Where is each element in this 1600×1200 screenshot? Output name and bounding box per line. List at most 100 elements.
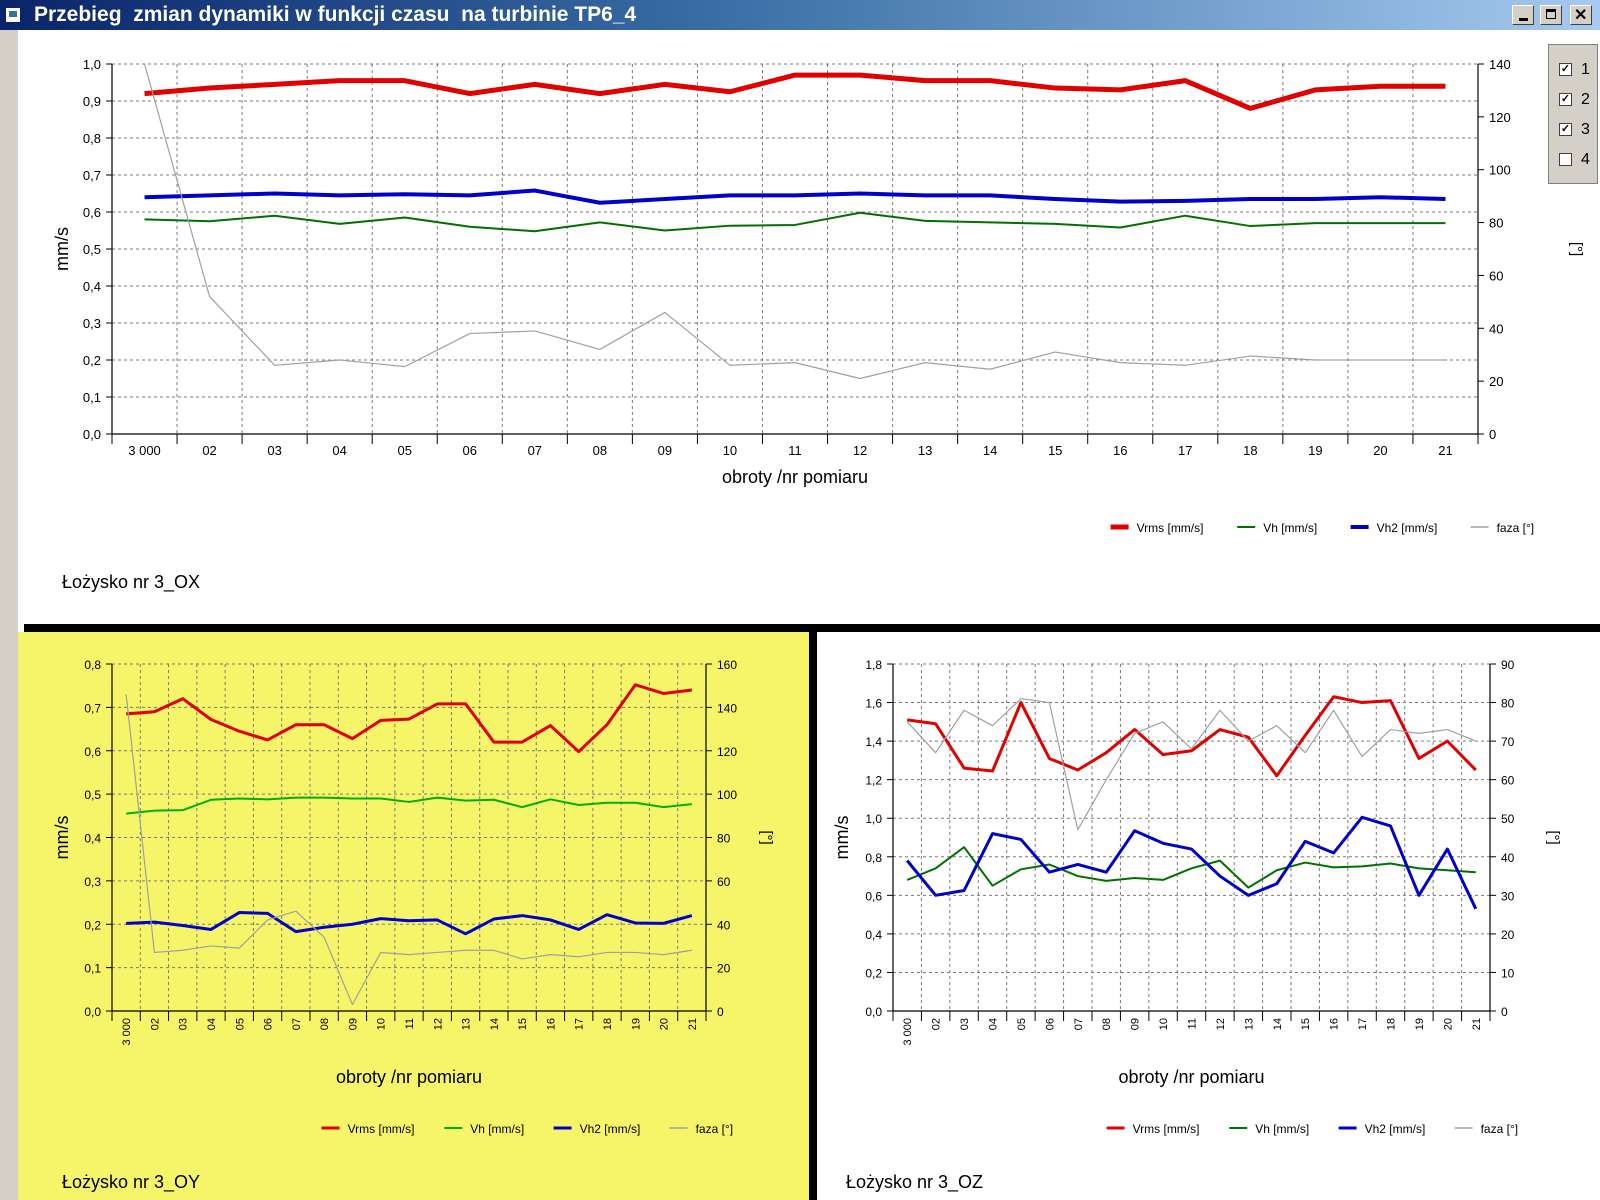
x-tick-label: 15 — [1048, 443, 1062, 458]
series-oz-3 — [906, 698, 1477, 831]
y-tick-label: 1,0 — [83, 57, 101, 72]
y-tick-label: 0,0 — [83, 427, 101, 442]
x-axis-title: obroty /nr pomiaru — [722, 467, 868, 487]
series-oy-3 — [125, 694, 692, 1006]
y-tick-label: 0,1 — [84, 962, 101, 976]
y2-tick-label: 120 — [717, 745, 737, 759]
legend-label: Vh [mm/s] — [470, 1122, 524, 1136]
series-checkbox-panel: ✓ 1 ✓ 2 ✓ 3 4 — [1548, 44, 1598, 184]
x-tick-label: 11 — [788, 443, 802, 458]
y-tick-label: 0,0 — [84, 1005, 101, 1019]
y2-tick-label: 30 — [1501, 889, 1515, 903]
y2-tick-label: 20 — [1489, 374, 1503, 389]
legend-label: Vrms [mm/s] — [1133, 1122, 1200, 1136]
series-ox-1 — [144, 211, 1446, 233]
x-tick-label: 07 — [291, 1018, 303, 1030]
x-tick-label: 17 — [1178, 443, 1192, 458]
y-tick-label: 0,6 — [865, 889, 882, 903]
restore-icon — [1546, 9, 1556, 19]
close-button[interactable]: ✕ — [1570, 5, 1592, 25]
x-tick-label: 20 — [659, 1018, 671, 1030]
y-tick-label: 0,1 — [83, 390, 101, 405]
y2-tick-label: 20 — [1501, 928, 1515, 942]
x-tick-label: 03 — [267, 443, 281, 458]
chart-oz: 0,0 0,2 0,4 0,6 0,8 1,0 1,2 1,4 1,6 1,8 0 10 20 30 40 5… — [832, 658, 1562, 1136]
x-tick-label: 20 — [1442, 1018, 1454, 1030]
x-axis-title: obroty /nr pomiaru — [1118, 1067, 1264, 1087]
x-tick-label: 16 — [1113, 443, 1127, 458]
y2-tick-label: 100 — [717, 788, 737, 802]
x-tick-label: 04 — [206, 1018, 218, 1030]
y2-tick-label: 40 — [1489, 321, 1503, 336]
series-oz-1 — [906, 846, 1476, 889]
y-tick-label: 0,4 — [83, 279, 101, 294]
x-tick-label: 13 — [918, 443, 932, 458]
series-oz-0 — [907, 695, 1477, 778]
x-tick-label: 09 — [658, 443, 672, 458]
x-tick-label: 02 — [202, 443, 216, 458]
checkbox-1-label: 1 — [1581, 61, 1590, 78]
chart-ox: 0,00,10,20,30,40,50,60,70,80,91,00204060… — [52, 57, 1585, 535]
x-tick-label: 19 — [1308, 443, 1322, 458]
y2-tick-label: 10 — [1501, 966, 1515, 980]
checkbox-3[interactable]: ✓ 3 — [1559, 121, 1599, 143]
series-ox-2 — [144, 188, 1446, 205]
y2-tick-label: 80 — [1501, 697, 1515, 711]
x-tick-label: 10 — [1158, 1018, 1170, 1030]
window-titlebar[interactable]: Przebieg zmian dynamiki w funkcji czasu … — [0, 0, 1600, 30]
series-oy-2 — [126, 911, 693, 936]
y-tick-label: 0,7 — [84, 701, 101, 715]
checkbox-4-box[interactable] — [1559, 153, 1572, 166]
checkbox-2-box[interactable]: ✓ — [1559, 93, 1572, 106]
x-tick-label: 19 — [630, 1018, 642, 1030]
y-tick-label: 0,8 — [83, 131, 101, 146]
x-tick-label: 3 000 — [902, 1018, 914, 1046]
checkbox-2-label: 2 — [1581, 91, 1590, 108]
y2-tick-label: 60 — [1501, 774, 1515, 788]
x-tick-label: 21 — [687, 1018, 699, 1030]
y-tick-label: 1,4 — [865, 735, 882, 749]
x-tick-label: 03 — [959, 1018, 971, 1030]
app-icon — [5, 7, 21, 23]
x-tick-label: 09 — [347, 1018, 359, 1030]
checkbox-2[interactable]: ✓ 2 — [1559, 91, 1599, 113]
x-tick-label: 08 — [319, 1018, 331, 1030]
horizontal-divider — [24, 624, 1600, 632]
minimize-button[interactable] — [1512, 5, 1534, 25]
x-tick-label: 03 — [178, 1018, 190, 1030]
y2-tick-label: 80 — [717, 832, 731, 846]
y-tick-label: 0,5 — [84, 788, 101, 802]
y2-axis-title: [°] — [1545, 830, 1562, 844]
checkbox-1-box[interactable]: ✓ — [1559, 63, 1572, 76]
minimize-icon — [1519, 18, 1528, 21]
legend-label: Vh2 [mm/s] — [580, 1122, 641, 1136]
series-ox-3 — [143, 63, 1446, 380]
x-tick-label: 18 — [1386, 1018, 1398, 1030]
y2-tick-label: 0 — [1501, 1005, 1508, 1019]
x-tick-label: 19 — [1414, 1018, 1426, 1030]
x-axis-title: obroty /nr pomiaru — [336, 1067, 482, 1087]
x-tick-label: 05 — [234, 1018, 246, 1030]
x-tick-label: 11 — [1187, 1018, 1199, 1029]
y-tick-label: 0,3 — [83, 316, 101, 331]
x-tick-label: 08 — [1101, 1018, 1113, 1030]
y-tick-label: 1,8 — [865, 658, 882, 672]
chart-panel-ox — [18, 30, 1600, 624]
checkbox-3-box[interactable]: ✓ — [1559, 123, 1572, 136]
legend-label: Vh [mm/s] — [1263, 521, 1317, 535]
legend-label: Vrms [mm/s] — [1137, 521, 1204, 535]
series-line — [907, 695, 1477, 778]
x-tick-label: 16 — [545, 1018, 557, 1030]
checkbox-1[interactable]: ✓ 1 — [1559, 61, 1599, 83]
window-title: Przebieg zmian dynamiki w funkcji czasu … — [34, 3, 637, 26]
series-oy-1 — [126, 796, 692, 815]
x-tick-label: 09 — [1130, 1018, 1142, 1030]
maximize-button[interactable] — [1540, 5, 1562, 25]
x-tick-label: 12 — [853, 443, 867, 458]
x-tick-label: 12 — [432, 1018, 444, 1030]
series-line — [126, 683, 693, 754]
checkbox-4[interactable]: 4 — [1559, 151, 1599, 173]
y2-tick-label: 120 — [1489, 110, 1511, 125]
series-line — [144, 211, 1446, 233]
